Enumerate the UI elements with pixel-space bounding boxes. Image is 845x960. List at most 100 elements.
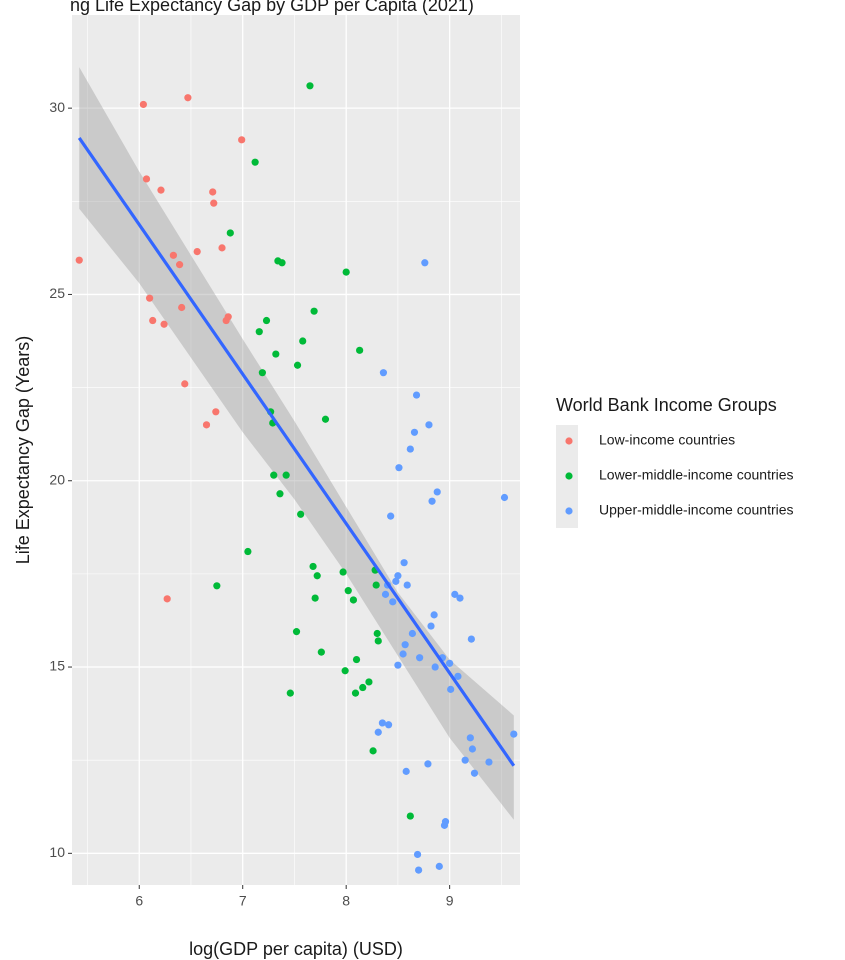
legend-label-low: Low-income countries (599, 432, 735, 448)
data-point-series-2 (485, 758, 493, 766)
data-point-series-2 (456, 594, 464, 602)
y-tick-label: 10 (49, 844, 65, 860)
data-point-series-2 (389, 598, 397, 606)
data-point-series-2 (421, 259, 429, 267)
data-point-series-1 (255, 328, 263, 336)
data-point-series-0 (176, 261, 184, 269)
data-point-series-0 (169, 251, 177, 259)
y-axis-title: Life Expectancy Gap (Years) (13, 336, 33, 564)
data-point-series-1 (359, 683, 367, 692)
y-tick-label: 20 (49, 471, 65, 487)
data-point-series-2 (401, 641, 409, 649)
data-point-series-1 (351, 689, 360, 697)
data-point-series-0 (218, 244, 226, 252)
data-point-series-1 (213, 582, 221, 590)
data-point-series-1 (341, 667, 349, 675)
x-tick-label: 8 (342, 893, 350, 909)
data-point-series-2 (416, 654, 424, 662)
y-tick-label: 25 (49, 285, 65, 301)
data-point-series-2 (406, 445, 414, 453)
data-point-series-2 (430, 611, 438, 619)
data-point-series-0 (209, 188, 217, 196)
data-point-series-2 (395, 464, 403, 472)
data-point-series-1 (292, 628, 301, 636)
data-point-series-1 (251, 158, 259, 166)
data-point-series-1 (349, 596, 358, 604)
data-point-series-0 (181, 380, 189, 388)
data-point-series-1 (293, 361, 302, 369)
data-point-series-2 (385, 721, 393, 729)
data-point-series-2 (468, 745, 477, 753)
data-point-series-2 (412, 391, 421, 399)
data-point-series-1 (297, 510, 305, 518)
data-point-series-0 (224, 313, 232, 321)
data-point-series-1 (310, 307, 318, 315)
data-point-series-0 (184, 94, 192, 102)
data-point-series-2 (454, 672, 462, 680)
legend: World Bank Income Groups Low-income coun… (556, 395, 794, 528)
data-point-series-2 (500, 493, 509, 502)
data-point-series-2 (433, 488, 441, 496)
data-point-series-1 (309, 562, 317, 571)
data-point-series-2 (394, 572, 402, 580)
data-point-series-2 (466, 734, 474, 742)
x-axis-ticks: 6 7 8 9 (135, 885, 454, 909)
data-point-series-2 (403, 581, 411, 589)
y-tick-label: 30 (49, 99, 65, 115)
data-point-series-2 (435, 862, 443, 870)
data-point-series-0 (157, 186, 165, 194)
data-point-series-0 (160, 320, 168, 328)
data-point-series-1 (282, 471, 290, 479)
data-point-series-2 (399, 650, 407, 658)
data-point-series-2 (441, 818, 450, 826)
data-point-series-1 (299, 337, 307, 345)
data-point-series-1 (262, 316, 271, 325)
data-point-series-2 (424, 760, 432, 768)
data-point-series-2 (410, 428, 419, 436)
data-point-series-1 (313, 572, 321, 580)
data-point-series-1 (342, 268, 350, 276)
data-point-series-0 (145, 294, 154, 302)
data-point-series-2 (425, 421, 433, 429)
data-point-series-2 (461, 756, 469, 764)
data-point-series-1 (278, 259, 286, 267)
data-point-series-1 (374, 637, 382, 645)
data-point-series-1 (258, 369, 266, 377)
data-point-series-1 (321, 415, 330, 423)
data-point-series-1 (406, 812, 414, 820)
data-point-series-2 (467, 635, 475, 643)
data-point-series-0 (202, 421, 211, 429)
confidence-band (79, 67, 514, 820)
data-point-series-1 (372, 581, 380, 589)
data-point-series-2 (510, 730, 518, 738)
data-point-series-0 (163, 595, 171, 603)
data-point-series-0 (210, 199, 218, 207)
data-point-series-2 (374, 728, 382, 736)
data-point-series-1 (317, 648, 325, 656)
chart-title: ng Life Expectancy Gap by GDP per Capita… (70, 0, 474, 15)
data-point-series-1 (272, 350, 280, 358)
data-point-series-0 (212, 408, 220, 416)
x-tick-label: 7 (239, 893, 247, 909)
data-point-series-1 (311, 594, 319, 602)
x-axis-title: log(GDP per capita) (USD) (189, 939, 403, 959)
data-point-series-2 (379, 369, 388, 377)
data-point-series-2 (428, 497, 436, 505)
legend-key-lower-middle (565, 472, 573, 480)
data-point-series-1 (226, 229, 234, 237)
data-point-series-1 (373, 629, 381, 638)
data-point-series-0 (193, 247, 201, 256)
y-tick-label: 15 (49, 658, 65, 674)
data-point-series-1 (365, 678, 373, 686)
data-point-series-1 (369, 747, 377, 755)
y-axis-ticks: 10 15 20 25 30 (49, 99, 72, 860)
grid-major (72, 15, 520, 885)
x-tick-label: 6 (135, 893, 143, 909)
data-point-series-0 (139, 100, 147, 109)
data-point-series-1 (352, 655, 361, 664)
data-point-series-2 (402, 767, 410, 775)
regression-line (77, 137, 516, 767)
legend-label-lower-middle: Lower-middle-income countries (599, 467, 794, 483)
data-point-series-2 (431, 663, 439, 671)
